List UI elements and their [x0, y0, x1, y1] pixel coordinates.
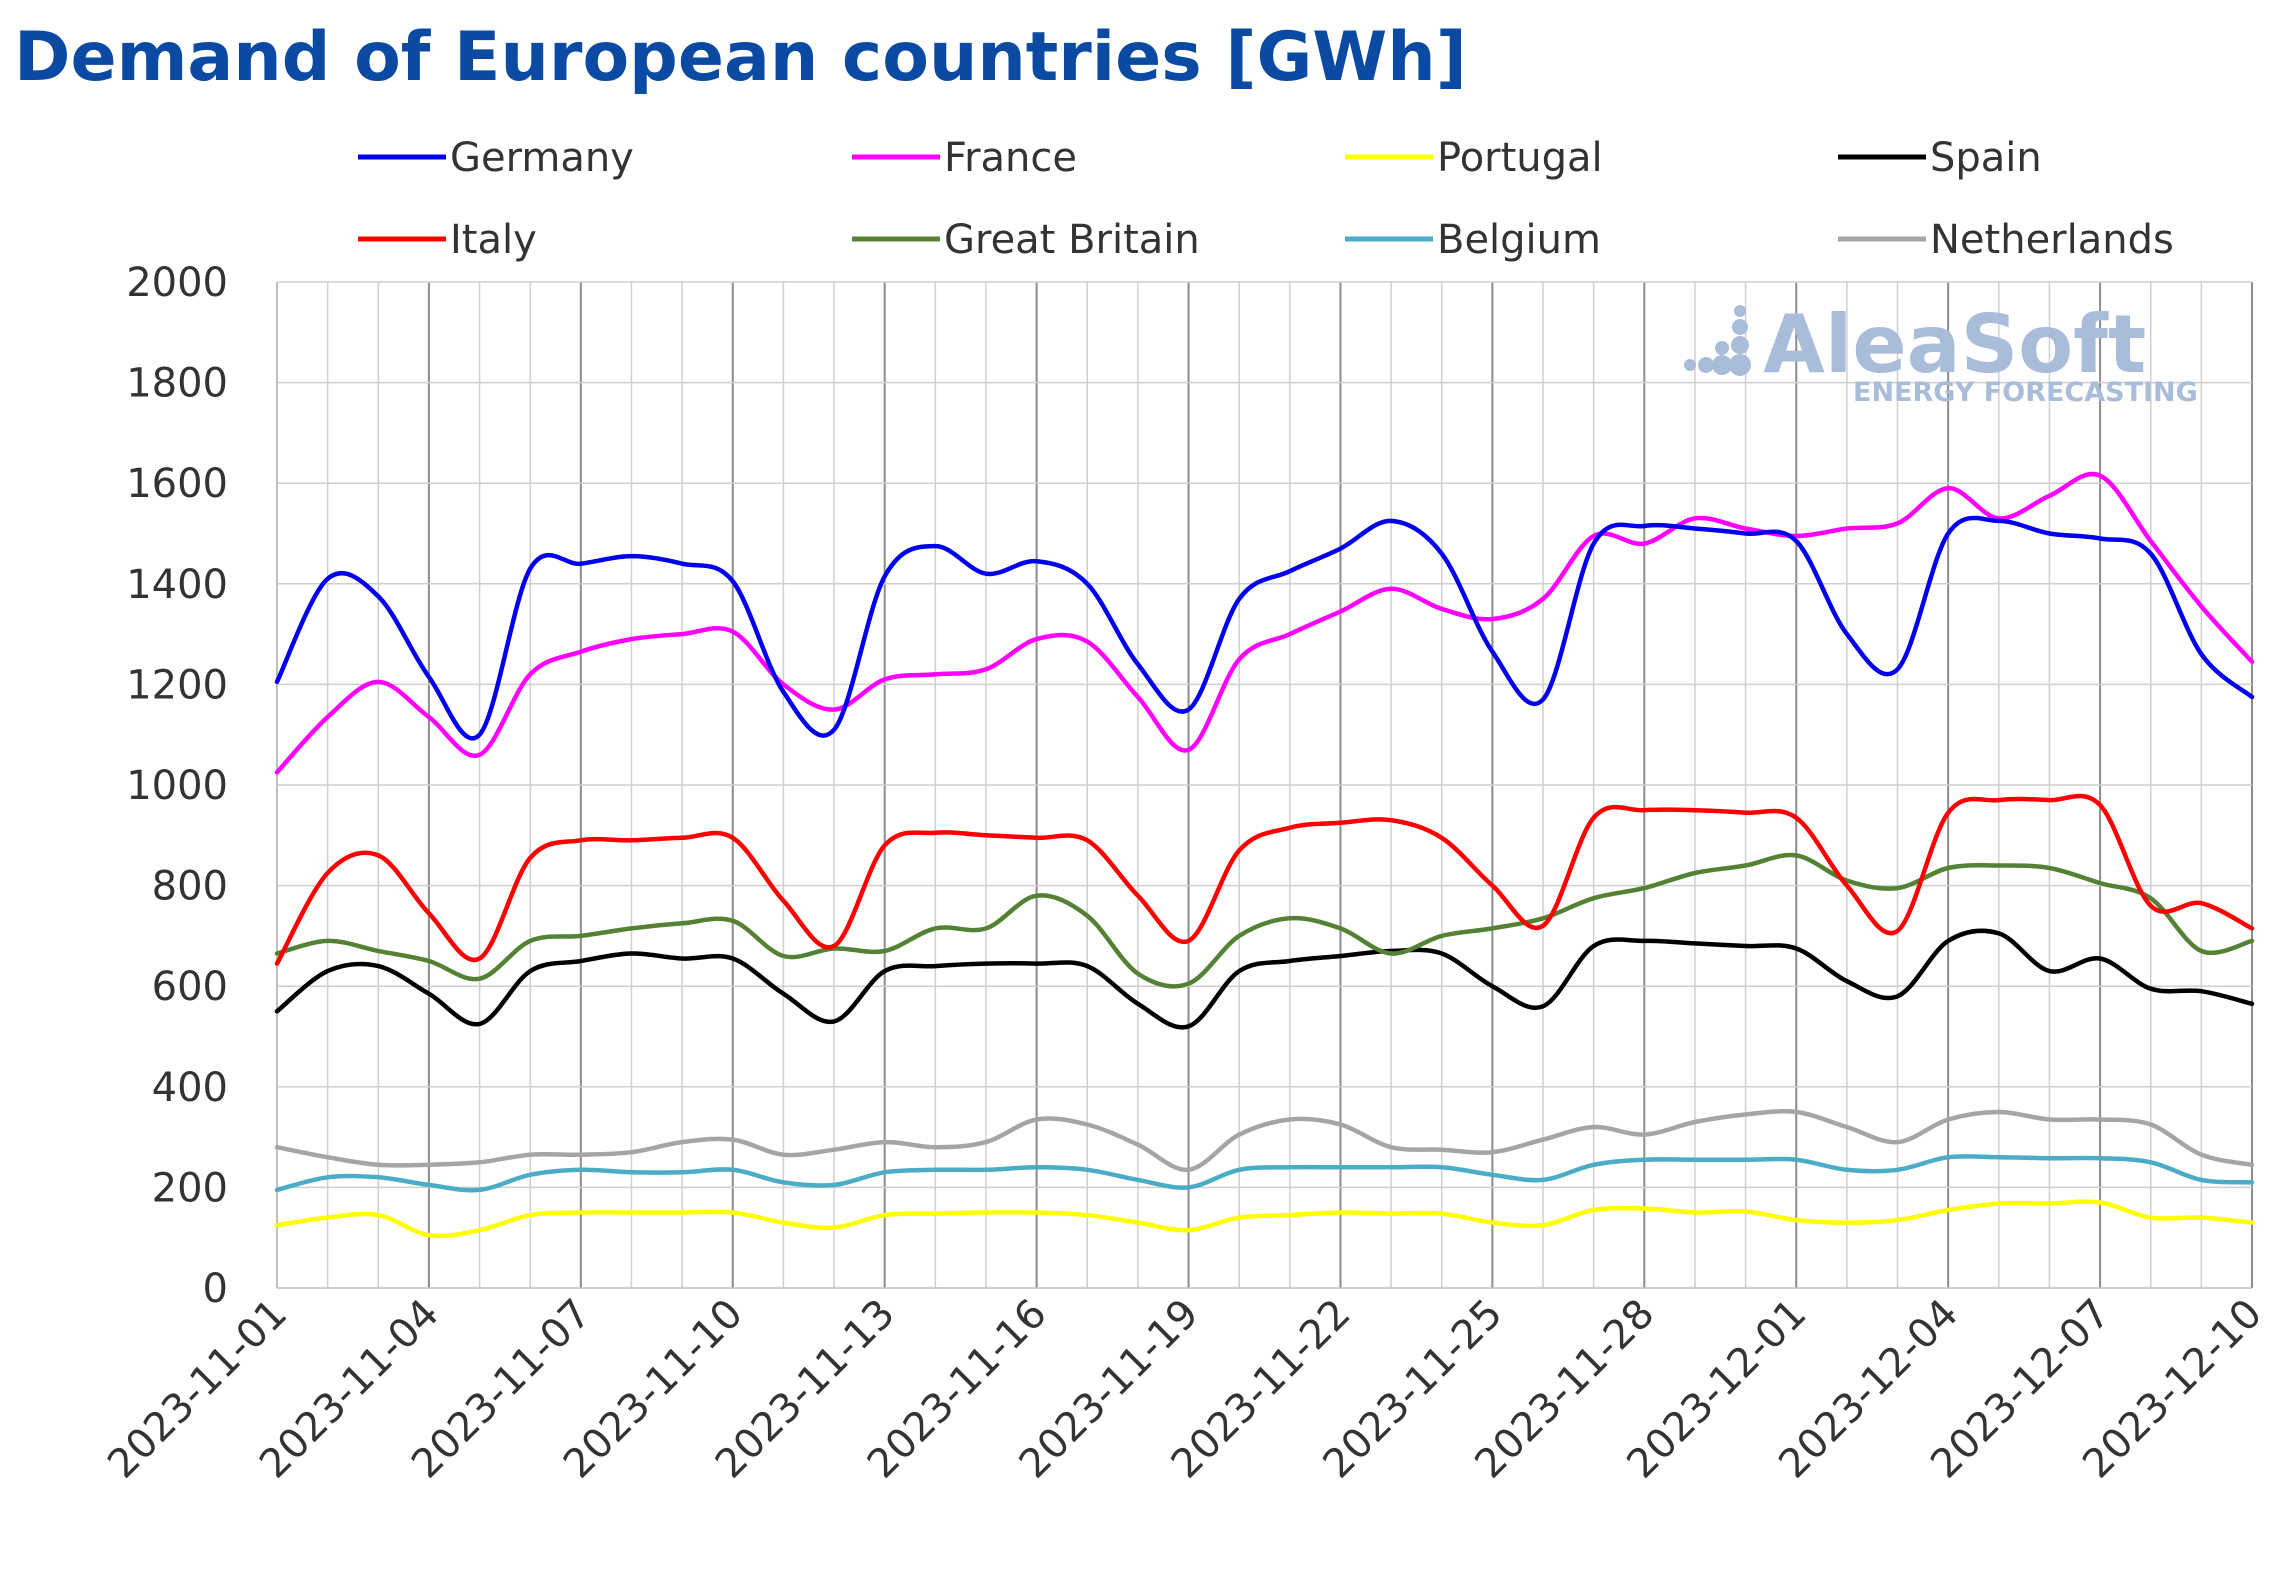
legend-item-belgium: Belgium: [1345, 217, 1601, 263]
y-tick-label: 400: [152, 1065, 228, 1111]
legend-label: Germany: [450, 135, 634, 181]
series-line-france: [274, 471, 2255, 775]
y-tick-label: 800: [152, 864, 228, 910]
legend-item-portugal: Portugal: [1345, 135, 1603, 181]
series-line-spain: [274, 928, 2255, 1030]
logo-dot: [1684, 359, 1696, 371]
x-axis-ticks: 2023-11-012023-11-042023-11-072023-11-10…: [99, 1291, 2271, 1488]
chart-title: Demand of European countries [GWh]: [14, 18, 1467, 97]
series-line-germany: [274, 515, 2255, 741]
y-tick-label: 200: [152, 1165, 228, 1211]
y-tick-label: 1000: [126, 763, 228, 809]
series-line-belgium: [274, 1154, 2255, 1193]
legend-label: Netherlands: [1930, 217, 2174, 263]
y-tick-label: 2000: [126, 260, 228, 306]
watermark-tagline: ENERGY FORECASTING: [1853, 377, 2198, 408]
y-tick-label: 0: [203, 1266, 228, 1312]
series-line-netherlands: [274, 1109, 2255, 1173]
y-tick-label: 1800: [126, 361, 228, 407]
legend-item-netherlands: Netherlands: [1838, 217, 2174, 263]
series-line-great-britain: [274, 852, 2255, 989]
gridlines: [276, 281, 2253, 1289]
legend-label: Belgium: [1437, 217, 1601, 263]
legend-label: Great Britain: [944, 217, 1200, 263]
legend-item-italy: Italy: [358, 217, 537, 263]
legend: Germany France Portugal Spain Italy Great Bri…: [358, 135, 2174, 263]
watermark-brand: AleaSoft: [1763, 298, 2146, 391]
series-lines: [274, 471, 2255, 1239]
y-tick-label: 1200: [126, 662, 228, 708]
aleasoft-logo-icon: [1684, 305, 1751, 376]
y-tick-label: 1400: [126, 562, 228, 608]
aleasoft-watermark: AleaSoft ENERGY FORECASTING: [1684, 298, 2198, 408]
legend-label: Portugal: [1437, 135, 1603, 181]
logo-dot: [1698, 357, 1714, 373]
logo-dot: [1712, 355, 1732, 375]
logo-dot: [1729, 354, 1751, 376]
legend-item-france: France: [852, 135, 1077, 181]
logo-dot: [1734, 305, 1746, 317]
legend-item-great-britain: Great Britain: [852, 217, 1200, 263]
legend-item-germany: Germany: [358, 135, 634, 181]
legend-label: Spain: [1930, 135, 2042, 181]
y-axis-ticks: 0 200 400 600 800 1000 1200 1400 1600 1800 2000: [126, 260, 228, 1312]
y-tick-label: 1600: [126, 461, 228, 507]
series-line-portugal: [274, 1199, 2255, 1239]
legend-label: France: [944, 135, 1077, 181]
legend-item-spain: Spain: [1838, 135, 2042, 181]
logo-dot: [1731, 336, 1749, 354]
logo-dot: [1732, 319, 1748, 335]
series-line-italy: [274, 793, 2255, 966]
logo-dot: [1715, 341, 1729, 355]
y-tick-label: 600: [152, 964, 228, 1010]
legend-label: Italy: [450, 217, 537, 263]
